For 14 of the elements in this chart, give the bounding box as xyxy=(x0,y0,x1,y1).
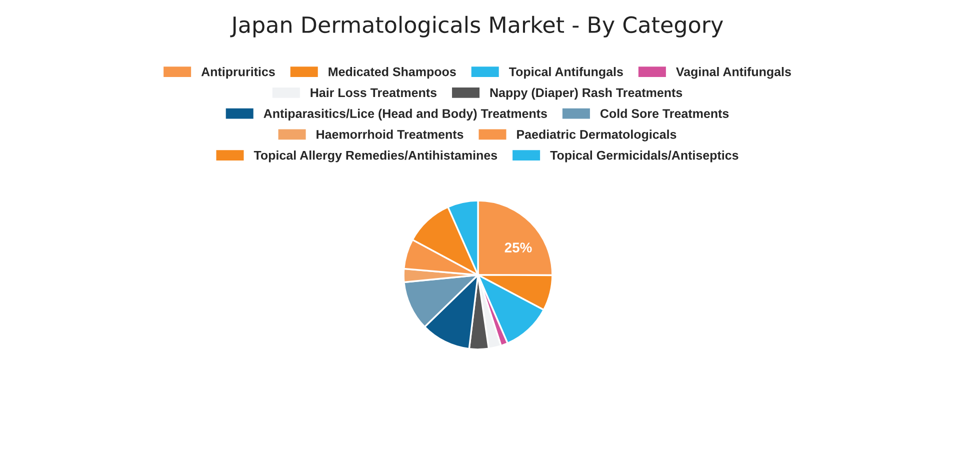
legend-label: Medicated Shampoos xyxy=(328,67,456,79)
legend-label: Antiparasitics/Lice (Head and Body) Treatments xyxy=(264,108,547,120)
legend-label: Vaginal Antifungals xyxy=(676,67,791,79)
legend-label: Topical Germicidals/Antiseptics xyxy=(550,150,738,162)
legend-label: Antipruritics xyxy=(201,67,275,79)
data-label: 25% xyxy=(504,242,532,252)
legend-label: Cold Sore Treatments xyxy=(600,108,729,118)
legend-label: Hair Loss Treatments xyxy=(310,88,437,98)
legend-label: Paediatric Dermatologicals xyxy=(517,130,676,142)
legend-label: Topical Antifungals xyxy=(508,67,623,79)
legend-label: Nappy (Diaper) Rash Treatments xyxy=(490,88,682,100)
legend-label: Topical Allergy Remedies/Antihistamines xyxy=(254,150,498,162)
chart-title: Japan Dermatologicals Market - By Category xyxy=(230,16,724,38)
legend-label: Haemorrhoid Treatments xyxy=(316,130,464,139)
